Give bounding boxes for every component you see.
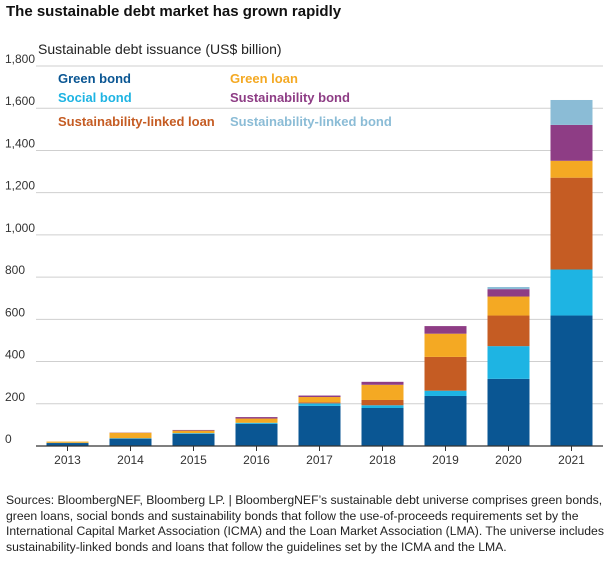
bar-green-loan-2016 <box>235 418 278 423</box>
bar-social-bond-2016 <box>235 422 278 424</box>
bar-sustainability-bond-2018 <box>361 381 404 385</box>
legend-item-sustainability-linked-bond: Sustainability-linked bond <box>230 114 392 129</box>
bar-green-loan-2015 <box>172 430 215 434</box>
bar-green-loan-2014 <box>109 432 152 439</box>
y-tick-label: 1,600 <box>5 94 35 108</box>
y-tick-label: 200 <box>5 390 25 404</box>
legend-item-green-loan: Green loan <box>230 71 298 86</box>
x-tick-label: 2014 <box>117 453 144 467</box>
bar-sustainability-linked-loan-2020 <box>487 315 530 347</box>
y-tick-label: 1,400 <box>5 136 35 150</box>
y-tick-label: 1,800 <box>5 52 35 66</box>
x-tick-label: 2017 <box>306 453 333 467</box>
bar-green-loan-2013 <box>46 441 89 443</box>
y-tick-label: 800 <box>5 263 25 277</box>
bar-sustainability-linked-bond-2021 <box>550 99 593 125</box>
bar-green-loan-2019 <box>424 333 467 357</box>
y-tick-label: 600 <box>5 305 25 319</box>
bar-green-bond-2017 <box>298 405 341 446</box>
bar-green-loan-2020 <box>487 296 530 316</box>
legend-item-social-bond: Social bond <box>58 90 132 105</box>
bar-sustainability-bond-2020 <box>487 289 530 297</box>
bar-green-bond-2015 <box>172 433 215 446</box>
bar-sustainability-bond-2015 <box>172 429 215 431</box>
y-tick-label: 0 <box>5 432 12 446</box>
bar-green-bond-2014 <box>109 438 152 446</box>
y-tick-label: 400 <box>5 348 25 362</box>
bar-social-bond-2021 <box>550 269 593 316</box>
x-tick-label: 2019 <box>432 453 459 467</box>
bar-sustainability-bond-2016 <box>235 417 278 419</box>
chart-title: The sustainable debt market has grown ra… <box>6 3 342 20</box>
bar-sustainability-linked-loan-2019 <box>424 356 467 391</box>
x-tick-label: 2018 <box>369 453 396 467</box>
bars <box>46 99 593 446</box>
x-tick-label: 2013 <box>54 453 81 467</box>
bar-sustainability-linked-loan-2018 <box>361 399 404 406</box>
bar-sustainability-linked-loan-2017 <box>298 402 341 404</box>
bar-social-bond-2015 <box>172 433 215 434</box>
x-tick-label: 2015 <box>180 453 207 467</box>
bar-social-bond-2017 <box>298 403 341 406</box>
source-note: Sources: BloombergNEF, Bloomberg LP. | B… <box>6 493 604 554</box>
y-axis-label: Sustainable debt issuance (US$ billion) <box>38 41 282 57</box>
bar-green-bond-2018 <box>361 408 404 446</box>
bar-green-bond-2020 <box>487 378 530 446</box>
x-tick-label: 2021 <box>558 453 585 467</box>
bar-green-loan-2021 <box>550 160 593 178</box>
bar-green-bond-2013 <box>46 443 89 446</box>
bar-green-loan-2017 <box>298 397 341 403</box>
bar-sustainability-linked-loan-2021 <box>550 177 593 270</box>
stacked-bar-chart: 0 200 400 600 800 1,000 1,200 1,400 1,600 1,800 20… <box>5 41 603 467</box>
y-tick-label: 1,000 <box>5 221 35 235</box>
x-tick-label: 2020 <box>495 453 522 467</box>
x-tick-label: 2016 <box>243 453 270 467</box>
legend-item-sustainability-linked-loan: Sustainability-linked loan <box>58 114 215 129</box>
bar-green-loan-2018 <box>361 384 404 400</box>
legend-item-sustainability-bond: Sustainability bond <box>230 90 350 105</box>
bar-sustainability-bond-2021 <box>550 124 593 161</box>
axes: 0 200 400 600 800 1,000 1,200 1,400 1,600 1,800 20… <box>5 52 603 467</box>
bar-social-bond-2018 <box>361 405 404 408</box>
bar-social-bond-2020 <box>487 346 530 379</box>
bar-green-bond-2016 <box>235 423 278 446</box>
bar-sustainability-bond-2019 <box>424 326 467 334</box>
bar-green-bond-2019 <box>424 395 467 446</box>
bar-sustainability-linked-bond-2020 <box>487 287 530 290</box>
legend: Green bond Green loan Social bond Sustainab… <box>58 71 392 129</box>
bar-sustainability-bond-2017 <box>298 395 341 398</box>
y-tick-label: 1,200 <box>5 179 35 193</box>
bar-green-bond-2021 <box>550 315 593 446</box>
legend-item-green-bond: Green bond <box>58 71 131 86</box>
bar-social-bond-2019 <box>424 390 467 396</box>
